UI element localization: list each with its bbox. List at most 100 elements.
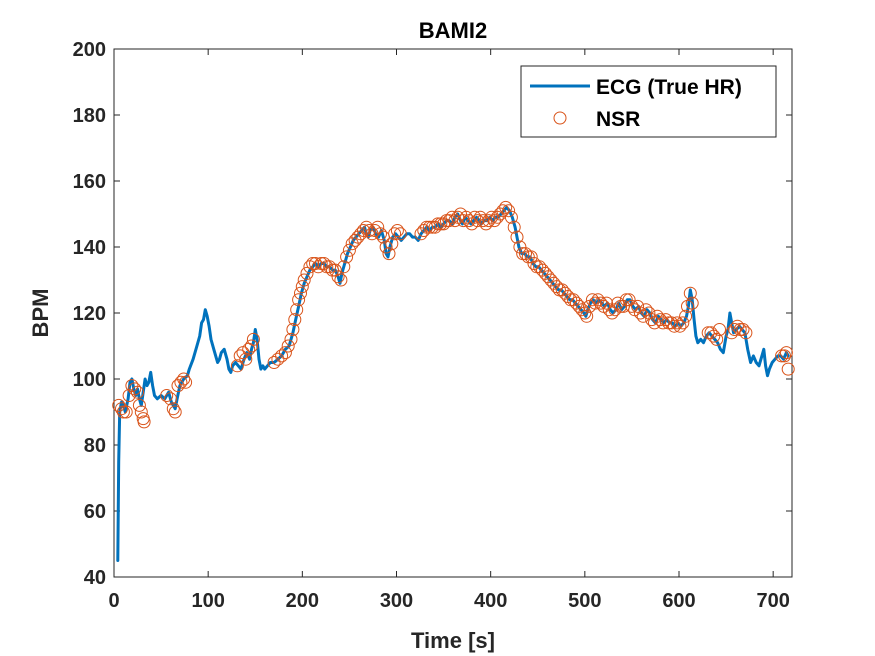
nsr-point <box>710 332 724 346</box>
nsr-point <box>510 230 524 244</box>
nsr-point <box>168 405 182 419</box>
legend-box <box>520 65 777 138</box>
nsr-point <box>334 273 348 287</box>
nsr-point <box>622 293 636 307</box>
legend-nsr-marker <box>553 111 567 125</box>
nsr-point <box>499 200 513 214</box>
nsr-point <box>578 306 592 320</box>
x-axis-ticks: 0 100 200 300 400 500 600 700 <box>108 49 790 612</box>
nsr-point <box>295 280 309 294</box>
nsr-point <box>524 250 538 264</box>
nsr-point <box>642 306 656 320</box>
nsr-point <box>631 299 645 313</box>
nsr-point <box>775 349 789 363</box>
nsr-point <box>781 362 795 376</box>
x-tick-label: 100 <box>191 590 224 612</box>
y-tick-label: 140 <box>73 237 106 259</box>
nsr-point <box>297 273 311 287</box>
nsr-point <box>246 332 260 346</box>
nsr-point <box>177 372 191 386</box>
nsr-point <box>245 339 258 353</box>
nsr-point <box>390 224 404 237</box>
nsr-point <box>496 204 510 218</box>
nsr-point <box>580 309 594 323</box>
nsr-point <box>134 405 148 419</box>
nsr-point <box>267 356 281 369</box>
x-tick-label: 200 <box>286 590 319 612</box>
nsr-point <box>739 326 753 340</box>
nsr-point <box>625 299 639 313</box>
nsr-point <box>681 299 694 313</box>
nsr-point <box>131 385 144 399</box>
legend: ECG (True HR) NSR <box>520 65 777 138</box>
nsr-point <box>230 359 244 373</box>
nsr-point <box>575 303 589 317</box>
nsr-point <box>600 296 613 310</box>
y-tick-label: 60 <box>84 501 106 523</box>
nsr-point <box>468 210 482 224</box>
nsr-point <box>132 398 146 412</box>
x-tick-label: 700 <box>756 590 789 612</box>
nsr-point <box>340 250 354 264</box>
nsr-point <box>683 286 697 300</box>
nsr-point <box>292 293 306 307</box>
nsr-point <box>485 210 499 224</box>
x-tick-label: 500 <box>568 590 601 612</box>
nsr-point <box>275 349 289 363</box>
nsr-point <box>331 270 345 284</box>
x-tick-label: 400 <box>474 590 507 612</box>
nsr-point <box>605 306 619 320</box>
nsr-point <box>471 214 484 228</box>
nsr-point <box>639 303 653 317</box>
nsr-point <box>482 214 496 228</box>
nsr-point <box>288 313 302 327</box>
nsr-point <box>585 293 599 307</box>
y-tick-label: 80 <box>84 435 106 457</box>
nsr-point <box>284 332 298 346</box>
nsr-point <box>300 266 314 280</box>
nsr-point <box>286 323 300 336</box>
y-tick-label: 100 <box>73 369 106 391</box>
y-tick-label: 40 <box>84 567 106 589</box>
nsr-point <box>164 392 177 406</box>
nsr-point <box>342 243 356 257</box>
nsr-point <box>676 316 690 330</box>
nsr-point <box>174 375 188 389</box>
nsr-point <box>294 286 307 300</box>
chart-title: BAMI2 <box>419 18 487 43</box>
x-axis-label: Time [s] <box>411 628 495 653</box>
nsr-point <box>588 296 602 310</box>
nsr-point <box>393 227 407 241</box>
nsr-point <box>665 316 678 330</box>
nsr-point <box>504 210 518 224</box>
nsr-point <box>137 415 151 429</box>
x-tick-label: 0 <box>108 590 119 612</box>
nsr-point <box>290 303 304 317</box>
y-tick-label: 120 <box>73 303 106 325</box>
nsr-point <box>115 402 128 416</box>
nsr-point <box>374 227 387 241</box>
nsr-point <box>179 375 193 389</box>
nsr-point <box>328 263 342 277</box>
x-tick-label: 300 <box>380 590 413 612</box>
nsr-point <box>357 224 370 237</box>
nsr-point <box>385 237 399 251</box>
nsr-point <box>679 309 693 323</box>
nsr-point <box>112 398 126 412</box>
nsr-point <box>667 319 681 333</box>
series-layer <box>112 200 795 562</box>
nsr-point <box>388 227 402 241</box>
nsr-point <box>507 220 521 234</box>
nsr-point <box>160 389 174 402</box>
nsr-point <box>442 214 456 228</box>
nsr-point <box>670 316 684 330</box>
y-tick-label: 200 <box>73 39 106 61</box>
y-axis-ticks: 40 60 80 100 120 140 160 180 200 <box>73 39 792 589</box>
nsr-point <box>119 405 133 419</box>
nsr-point <box>281 339 295 353</box>
nsr-point <box>271 352 285 366</box>
nsr-point <box>685 296 699 310</box>
nsr-point <box>128 382 142 396</box>
nsr-point <box>239 352 253 366</box>
